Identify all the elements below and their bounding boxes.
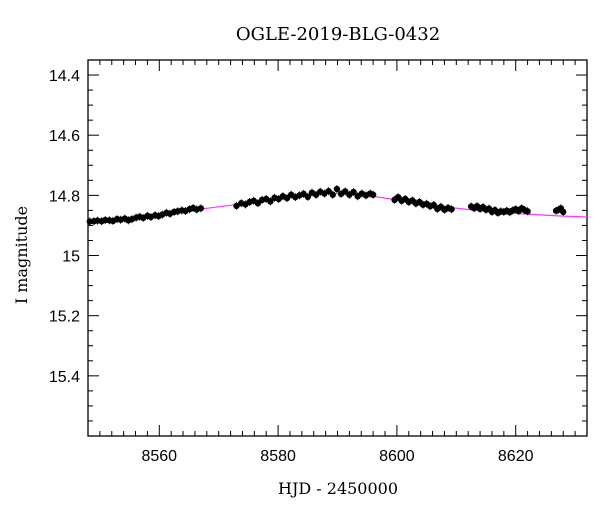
data-point — [329, 191, 336, 198]
y-tick-label: 15.4 — [49, 369, 80, 386]
data-point — [267, 198, 274, 205]
y-tick-label: 14.6 — [49, 128, 80, 145]
y-tick-label: 14.4 — [49, 68, 80, 85]
x-tick-label: 8580 — [260, 448, 296, 465]
y-axis-label: I magnitude — [12, 206, 31, 304]
data-point — [197, 205, 205, 212]
data-point — [333, 185, 341, 193]
x-tick-label: 8620 — [498, 448, 534, 465]
chart-title: OGLE-2019-BLG-0432 — [236, 24, 440, 45]
plot-area — [87, 59, 588, 437]
plot-frame — [87, 59, 588, 437]
data-point — [304, 193, 311, 201]
axis-ticks — [87, 59, 588, 437]
data-points — [86, 185, 567, 226]
data-point — [524, 208, 531, 215]
data-point — [448, 205, 455, 213]
x-tick-label: 8600 — [379, 448, 415, 465]
data-point — [560, 208, 567, 216]
data-point — [350, 188, 357, 196]
x-tick-label: 8560 — [141, 448, 177, 465]
data-point — [369, 191, 377, 198]
data-point — [233, 202, 240, 210]
tick-labels: 8560 8580 8600 8620 14.4 14.6 14.8 15 15.2 15.4 — [49, 68, 534, 465]
y-tick-label: 15.2 — [49, 309, 80, 326]
y-tick-label: 14.8 — [49, 188, 80, 205]
x-axis-label: HJD - 2450000 — [278, 479, 398, 498]
data-point — [325, 187, 332, 195]
y-tick-label: 15 — [62, 249, 80, 266]
